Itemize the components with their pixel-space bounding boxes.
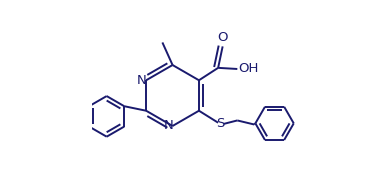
Text: OH: OH (239, 62, 259, 75)
Text: S: S (216, 117, 225, 130)
Text: N: N (164, 120, 173, 133)
Text: O: O (217, 31, 228, 44)
Text: N: N (137, 74, 147, 87)
